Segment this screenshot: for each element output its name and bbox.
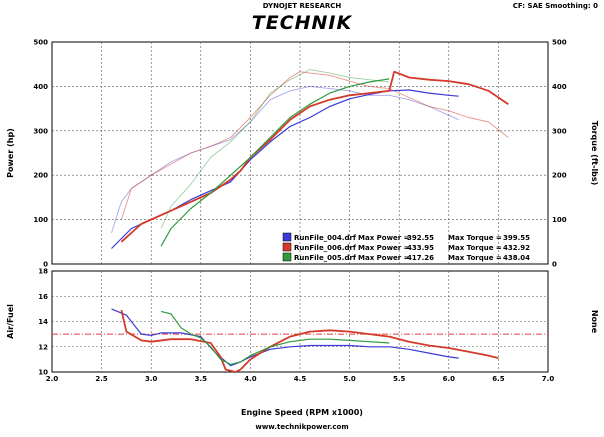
legend-torque-value: 438.04 xyxy=(503,254,530,262)
legend-run-name: RunFile_006.drf xyxy=(294,244,357,252)
legend-swatch xyxy=(282,242,292,252)
y2-tick-label: 400 xyxy=(552,83,567,91)
series-line-runfile_005-drf xyxy=(160,310,390,365)
legend-torque-label: Max Torque = xyxy=(448,244,502,252)
y-tick-label: 16 xyxy=(38,293,48,301)
x-tick-label: 4.5 xyxy=(294,375,307,383)
legend-run-name: RunFile_004.drf xyxy=(294,234,357,242)
y-tick-label: 400 xyxy=(33,83,48,91)
series-line-runfile_006-drf-power xyxy=(120,70,509,243)
legend-torque-label: Max Torque = xyxy=(448,234,502,242)
x-tick-label: 4.0 xyxy=(244,375,257,383)
y2-tick-label: 0 xyxy=(552,261,557,269)
y2-axis-title: None xyxy=(590,310,599,334)
legend-swatch xyxy=(282,252,292,262)
x-tick-label: 3.0 xyxy=(145,375,158,383)
legend-torque-value: 432.92 xyxy=(503,244,530,252)
air-fuel-panel: 10 12 14 16 18 2.0 2.5 3.0 3.5 4.0 4.5 5.0 5.5 6.0 6.5… xyxy=(6,268,599,384)
x-tick-label: 6.0 xyxy=(443,375,456,383)
x-tick-label: 5.0 xyxy=(343,375,356,383)
series-group xyxy=(111,308,499,372)
y2-tick-label: 100 xyxy=(552,216,567,224)
x-tick-label: 2.5 xyxy=(95,375,108,383)
y-tick-label: 14 xyxy=(38,318,48,326)
legend-power-label: Max Power = xyxy=(358,234,410,242)
y-tick-label: 18 xyxy=(38,268,48,276)
y-tick-label: 200 xyxy=(33,172,48,180)
x-tick-label: 2.0 xyxy=(46,375,59,383)
y-tick-label: 500 xyxy=(33,39,48,47)
power-torque-panel: 0 0 100 100 200 200 300 300 400 400 500 500 Power (h… xyxy=(6,39,599,269)
legend-swatch xyxy=(282,232,292,242)
series-group xyxy=(111,69,509,249)
legend-run-name: RunFile_005.drf xyxy=(294,254,357,262)
y2-axis-title: Torque (ft-lbs) xyxy=(590,121,599,186)
y-tick-label: 10 xyxy=(38,369,48,377)
y-tick-label: 300 xyxy=(33,127,48,135)
y-tick-label: 100 xyxy=(33,216,48,224)
legend-power-label: Max Power = xyxy=(358,254,410,262)
legend-torque-value: 399.55 xyxy=(503,234,530,242)
legend-power-value: 433.95 xyxy=(407,244,434,252)
y2-tick-label: 500 xyxy=(552,39,567,47)
y2-tick-label: 200 xyxy=(552,172,567,180)
series-line-runfile_005-drf-power xyxy=(160,78,390,247)
series-line-runfile_005-drf-torque xyxy=(160,69,390,229)
series-line-runfile_006-drf-torque xyxy=(120,71,509,220)
x-tick-label: 3.5 xyxy=(195,375,208,383)
x-tick-label: 5.5 xyxy=(393,375,406,383)
technik-logo: TECHNIK xyxy=(251,12,353,34)
y-tick-label: 12 xyxy=(38,343,48,351)
legend-power-label: Max Power = xyxy=(358,244,410,252)
y-tick-label: 0 xyxy=(43,261,48,269)
footer-url: www.technikpower.com xyxy=(255,423,349,431)
y-axis-title: Power (hp) xyxy=(6,128,15,178)
legend-torque-label: Max Torque = xyxy=(448,254,502,262)
header-settings: CF: SAE Smoothing: 0 xyxy=(512,2,598,10)
y2-tick-label: 300 xyxy=(552,127,567,135)
legend-power-value: 392.55 xyxy=(407,234,434,242)
x-tick-label: 7.0 xyxy=(542,375,555,383)
legend-power-value: 417.26 xyxy=(407,254,434,262)
x-axis-title: Engine Speed (RPM x1000) xyxy=(241,408,363,417)
header-title: DYNOJET RESEARCH xyxy=(262,2,342,10)
x-tick-label: 6.5 xyxy=(492,375,505,383)
y-axis-title: Air/Fuel xyxy=(6,304,15,339)
